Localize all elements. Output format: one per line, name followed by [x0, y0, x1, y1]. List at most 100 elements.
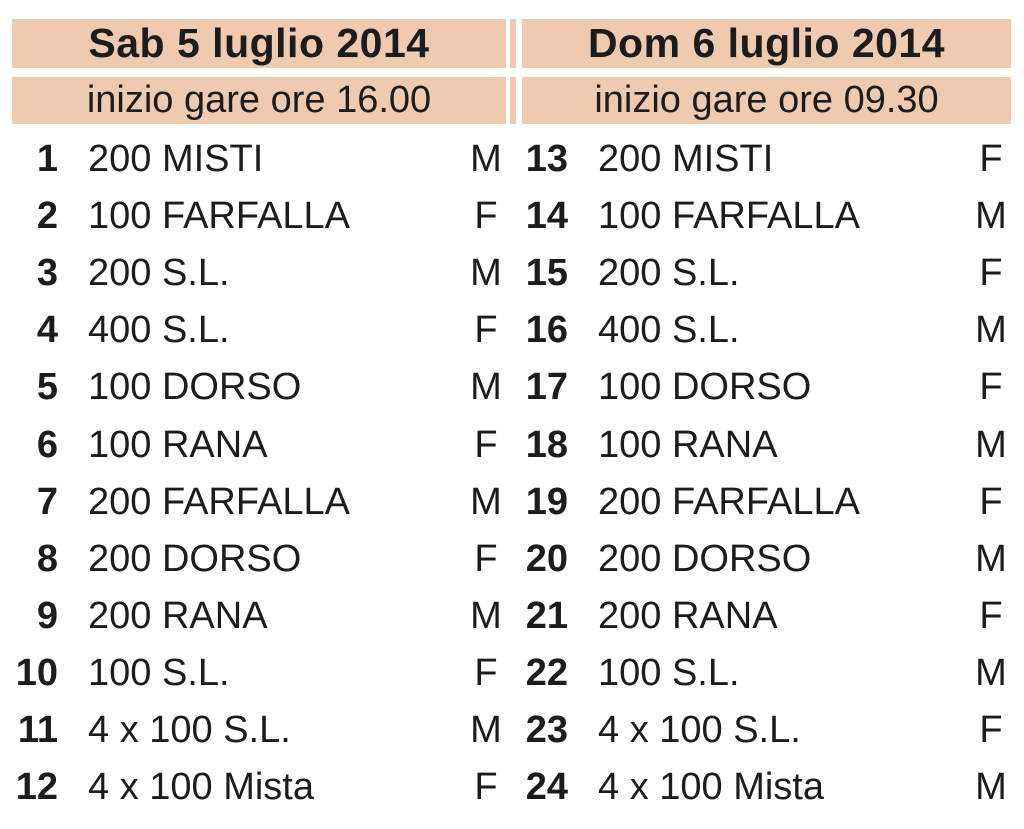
date-header-row: Sab 5 luglio 2014 Dom 6 luglio 2014	[12, 19, 1011, 68]
event-gender: F	[474, 423, 498, 466]
event-gender: F	[979, 252, 1003, 295]
event-number: 7	[36, 480, 58, 523]
event-number: 9	[36, 594, 58, 637]
event-name: 200 MISTI	[88, 138, 264, 181]
event-name: 200 RANA	[598, 594, 778, 637]
event-number: 18	[525, 423, 568, 466]
event-number: 5	[36, 366, 58, 409]
event-gender: M	[470, 708, 502, 751]
event-name: 100 DORSO	[598, 366, 812, 409]
event-name: 100 DORSO	[88, 366, 302, 409]
event-number: 23	[525, 708, 568, 751]
event-gender: F	[474, 309, 498, 352]
day-title-sunday: Dom 6 luglio 2014	[587, 20, 946, 66]
event-row: 17 100 DORSO F	[522, 359, 1011, 416]
event-row: 20 200 DORSO M	[522, 531, 1011, 588]
start-time-sunday: inizio gare ore 09.30	[594, 79, 939, 121]
event-row: 24 4 x 100 Mista M	[522, 759, 1011, 816]
event-number: 3	[36, 252, 58, 295]
event-row: 9 200 RANA M	[12, 588, 506, 645]
event-name: 200 S.L.	[88, 252, 230, 295]
event-row: 4 400 S.L. F	[12, 302, 506, 359]
header-divider-strip	[510, 77, 516, 124]
event-name: 200 DORSO	[88, 537, 302, 580]
event-name: 400 S.L.	[598, 309, 740, 352]
event-gender: F	[979, 708, 1003, 751]
event-gender: M	[470, 252, 502, 295]
event-name: 200 RANA	[88, 594, 268, 637]
event-name: 100 S.L.	[88, 651, 230, 694]
event-gender: F	[979, 480, 1003, 523]
event-gender: F	[474, 195, 498, 238]
event-name: 200 DORSO	[598, 537, 812, 580]
event-row: 21 200 RANA F	[522, 588, 1011, 645]
event-number: 4	[36, 309, 58, 352]
event-number: 2	[36, 195, 58, 238]
header-divider-strip	[510, 19, 516, 68]
event-row: 12 4 x 100 Mista F	[12, 759, 506, 816]
event-name: 200 FARFALLA	[598, 480, 860, 523]
event-list-sunday: 13 200 MISTI F 14 100 FARFALLA M 15 200 S.L. F 16…	[522, 131, 1011, 816]
event-number: 8	[36, 537, 58, 580]
event-number: 21	[525, 594, 568, 637]
event-number: 15	[525, 252, 568, 295]
event-name: 100 S.L.	[598, 651, 740, 694]
event-row: 3 200 S.L. M	[12, 245, 506, 302]
event-row: 14 100 FARFALLA M	[522, 188, 1011, 245]
day-title-saturday: Sab 5 luglio 2014	[88, 20, 430, 66]
event-number: 1	[36, 138, 58, 181]
event-gender: F	[979, 138, 1003, 181]
event-name: 200 FARFALLA	[88, 480, 350, 523]
event-row: 5 100 DORSO M	[12, 359, 506, 416]
event-gender: M	[470, 480, 502, 523]
event-row: 15 200 S.L. F	[522, 245, 1011, 302]
event-name: 100 FARFALLA	[598, 195, 860, 238]
event-gender: M	[470, 366, 502, 409]
event-gender: M	[975, 423, 1007, 466]
event-gender: F	[979, 366, 1003, 409]
event-row: 22 100 S.L. M	[522, 645, 1011, 702]
event-row: 19 200 FARFALLA F	[522, 474, 1011, 531]
event-row: 8 200 DORSO F	[12, 531, 506, 588]
event-number: 14	[525, 195, 568, 238]
event-number: 11	[17, 708, 58, 751]
event-number: 17	[525, 366, 568, 409]
event-name: 100 FARFALLA	[88, 195, 350, 238]
event-gender: M	[975, 195, 1007, 238]
event-name: 200 MISTI	[598, 138, 774, 181]
event-row: 13 200 MISTI F	[522, 131, 1011, 188]
event-row: 10 100 S.L. F	[12, 645, 506, 702]
event-gender: M	[975, 537, 1007, 580]
event-row: 1 200 MISTI M	[12, 131, 506, 188]
event-gender: F	[979, 594, 1003, 637]
event-name: 200 S.L.	[598, 252, 740, 295]
start-time-bar-saturday: inizio gare ore 16.00	[12, 77, 506, 124]
event-gender: M	[975, 309, 1007, 352]
event-row: 18 100 RANA M	[522, 416, 1011, 473]
day-title-bar-saturday: Sab 5 luglio 2014	[12, 19, 506, 68]
event-gender: F	[474, 766, 498, 809]
day-title-bar-sunday: Dom 6 luglio 2014	[522, 19, 1011, 68]
event-row: 7 200 FARFALLA M	[12, 474, 506, 531]
event-gender: M	[975, 651, 1007, 694]
event-list-saturday: 1 200 MISTI M 2 100 FARFALLA F 3 200 S.L. M 4 400 …	[12, 131, 506, 816]
event-name: 4 x 100 S.L.	[598, 708, 801, 751]
event-name: 4 x 100 Mista	[88, 766, 314, 809]
event-gender: M	[975, 766, 1007, 809]
start-time-row: inizio gare ore 16.00 inizio gare ore 09…	[12, 77, 1011, 124]
event-name: 4 x 100 Mista	[598, 766, 824, 809]
event-gender: M	[470, 138, 502, 181]
event-gender: M	[470, 594, 502, 637]
event-name: 100 RANA	[598, 423, 778, 466]
start-time-saturday: inizio gare ore 16.00	[86, 79, 432, 121]
start-time-bar-sunday: inizio gare ore 09.30	[522, 77, 1011, 124]
event-name: 400 S.L.	[88, 309, 230, 352]
event-row: 16 400 S.L. M	[522, 302, 1011, 359]
event-name: 100 RANA	[88, 423, 268, 466]
event-number: 20	[525, 537, 568, 580]
event-number: 22	[525, 651, 568, 694]
event-number: 13	[525, 138, 568, 181]
event-number: 19	[525, 480, 568, 523]
event-number: 24	[525, 766, 568, 809]
